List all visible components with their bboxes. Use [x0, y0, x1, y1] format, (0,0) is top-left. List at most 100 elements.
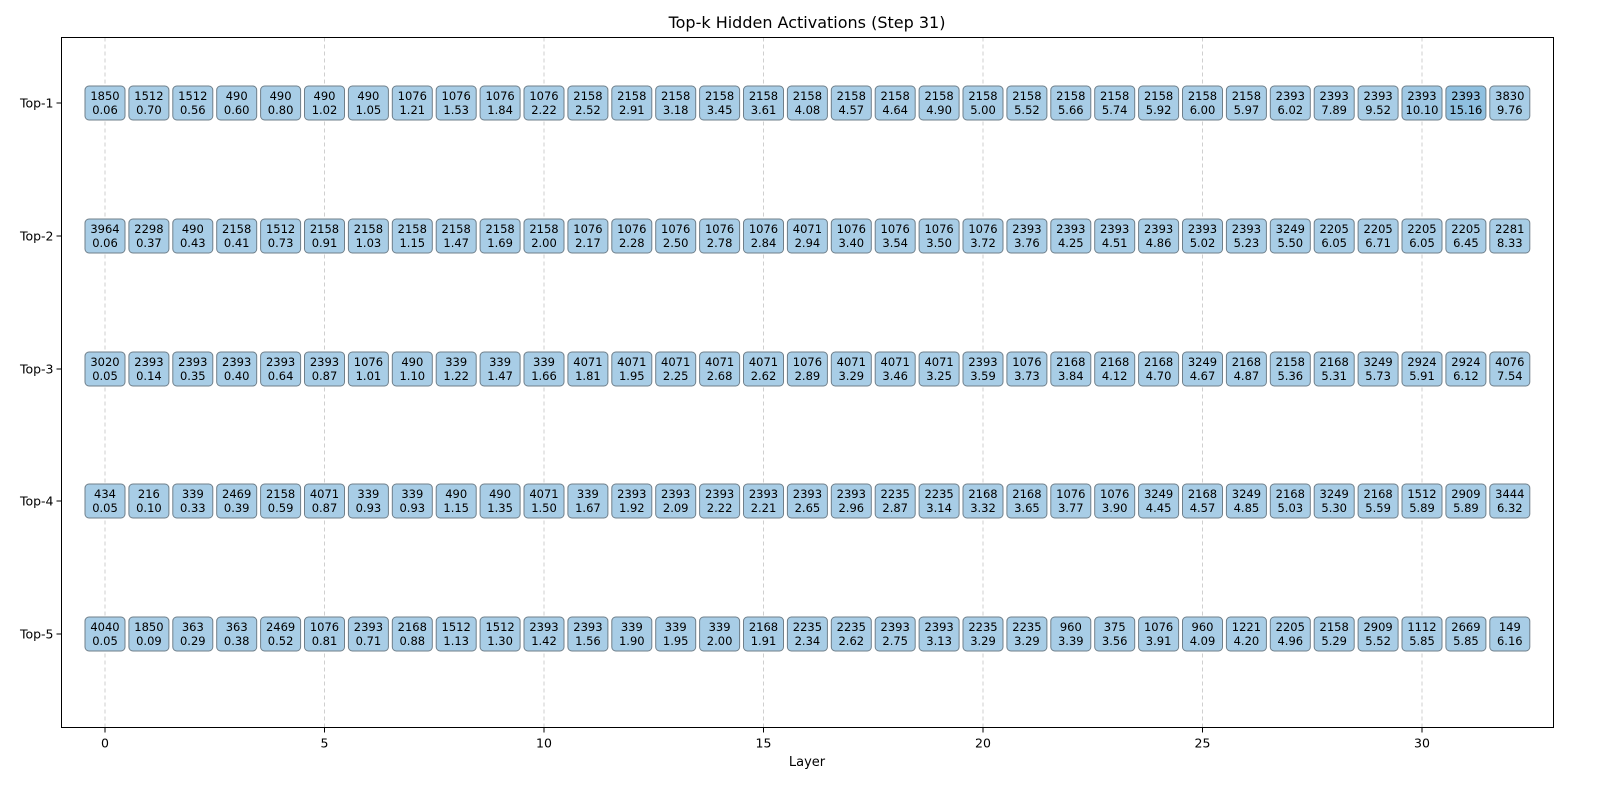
cell-activation-value: 3.91	[1146, 634, 1172, 648]
cell-activation-value: 1.10	[399, 369, 425, 383]
cell-box	[1006, 218, 1048, 254]
cell-box	[962, 616, 1004, 652]
cell-box	[1182, 351, 1223, 387]
cell-activation-value: 4.86	[1146, 236, 1172, 250]
cell-activation-value: 1.30	[487, 634, 513, 648]
cell-activation-value: 2.34	[795, 634, 821, 648]
cell-token-id: 2281	[1495, 222, 1524, 236]
cell-activation-value: 2.21	[751, 501, 777, 515]
cell-box	[304, 616, 345, 652]
cell-token-id: 1076	[1144, 620, 1173, 634]
cell-token-id: 4071	[837, 355, 866, 369]
cell-token-id: 1076	[398, 89, 427, 103]
cell-token-id: 1512	[178, 89, 207, 103]
cell-activation-value: 1.22	[443, 369, 469, 383]
cell-token-id: 2158	[837, 89, 866, 103]
cell-activation-value: 2.65	[795, 501, 821, 515]
cell-token-id: 2909	[1451, 487, 1480, 501]
cell-activation-value: 2.52	[575, 103, 601, 117]
cell-token-id: 1076	[485, 89, 514, 103]
cell-token-id: 2924	[1451, 355, 1480, 369]
x-tick-label: 15	[756, 736, 772, 751]
cell-activation-value: 4.57	[838, 103, 864, 117]
cell-token-id: 1076	[661, 222, 690, 236]
chart-title: Top-k Hidden Activations (Step 31)	[668, 13, 946, 32]
cell-box	[655, 616, 697, 652]
cell-box	[743, 483, 784, 519]
cell-token-id: 4071	[924, 355, 953, 369]
x-tick-label: 25	[1195, 736, 1211, 751]
cell-activation-value: 5.36	[1277, 369, 1303, 383]
cell-box	[1357, 483, 1399, 519]
y-tick-label: Top-2	[19, 229, 54, 244]
cell-box	[304, 85, 345, 121]
cell-token-id: 2168	[398, 620, 427, 634]
cell-activation-value: 4.64	[882, 103, 908, 117]
cell-activation-value: 5.00	[970, 103, 996, 117]
cell-token-id: 1076	[354, 355, 383, 369]
cell-activation-value: 0.81	[312, 634, 338, 648]
cell-box	[391, 85, 433, 121]
cell-activation-value: 6.16	[1497, 634, 1523, 648]
cell-box	[1357, 218, 1399, 254]
cell-activation-value: 0.06	[92, 236, 118, 250]
cell-token-id: 2235	[1012, 620, 1041, 634]
cell-box	[699, 218, 741, 254]
y-tick-label: Top-1	[19, 96, 54, 111]
cell-activation-value: 1.35	[487, 501, 513, 515]
cell-activation-value: 6.12	[1453, 369, 1479, 383]
cell-activation-value: 5.85	[1453, 634, 1479, 648]
cell-activation-value: 3.25	[926, 369, 952, 383]
cell-activation-value: 1.05	[356, 103, 382, 117]
cell-token-id: 2393	[222, 355, 251, 369]
cell-activation-value: 4.70	[1146, 369, 1172, 383]
cell-token-id: 490	[401, 355, 423, 369]
cell-box	[874, 218, 916, 254]
cell-token-id: 2158	[705, 89, 734, 103]
cell-activation-value: 3.84	[1058, 369, 1084, 383]
cell-token-id: 1076	[705, 222, 734, 236]
cell-box	[1401, 351, 1443, 387]
cell-token-id: 2235	[837, 620, 866, 634]
cell-box	[1313, 351, 1355, 387]
cell-activation-value: 0.05	[92, 501, 118, 515]
cell-box	[1489, 218, 1531, 254]
cell-box	[918, 351, 960, 387]
cell-token-id: 2393	[968, 355, 997, 369]
cell-token-id: 2205	[1276, 620, 1305, 634]
cell-box	[1445, 616, 1487, 652]
cell-box	[391, 218, 433, 254]
cell-activation-value: 5.50	[1277, 236, 1303, 250]
cell-token-id: 2158	[354, 222, 383, 236]
cell-activation-value: 0.80	[268, 103, 294, 117]
cell-token-id: 339	[665, 620, 687, 634]
